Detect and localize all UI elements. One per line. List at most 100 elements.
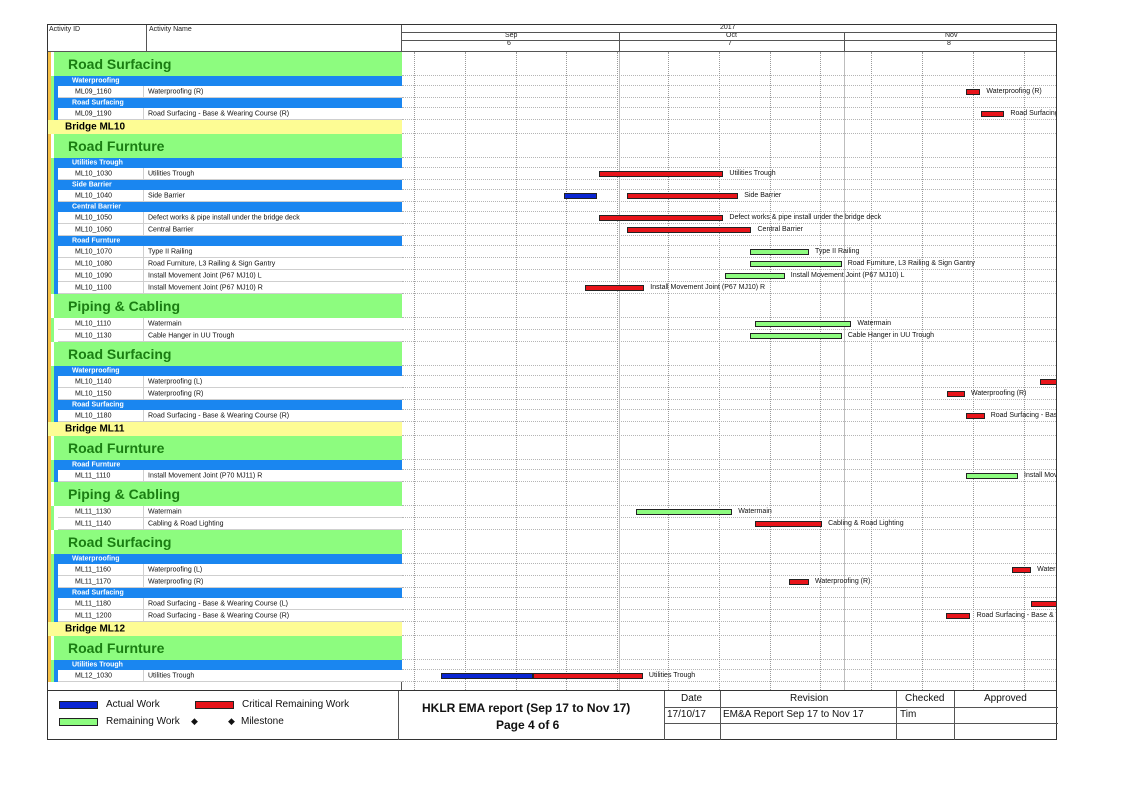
gantt-bar-red <box>627 193 739 199</box>
activity-name-header: Activity Name <box>149 26 192 33</box>
section-title: Piping & Cabling <box>68 486 180 502</box>
activity-id: ML11_1170 <box>75 578 111 585</box>
gantt-bar-red <box>584 285 645 291</box>
row-indicator <box>51 282 54 294</box>
row-indicator <box>51 506 54 518</box>
row-indicator <box>51 554 54 564</box>
cell-divider <box>143 108 144 119</box>
row-indicator <box>51 318 54 330</box>
subsection-title: Waterproofing <box>72 77 120 85</box>
row-indicator <box>48 202 51 212</box>
row-indicator <box>48 410 51 422</box>
activity-row: ML10_1130 Cable Hanger in UU Trough Cable … <box>48 330 1056 342</box>
row-indicator <box>48 98 51 108</box>
section-row: Road Furnture <box>48 134 1056 158</box>
row-indicator <box>48 108 51 120</box>
activity-id: ML09_1160 <box>75 88 112 95</box>
row-indicator <box>48 270 51 282</box>
checked-header: Checked <box>905 693 945 704</box>
row-indicator <box>51 576 54 588</box>
subsection-row: Road Furnture <box>48 460 1056 470</box>
row-indicator <box>51 366 54 376</box>
bar-label: Road Surfacing - Base & Wearing Course (… <box>976 611 1056 619</box>
row-indicator <box>48 366 51 376</box>
row-gridline <box>402 459 1056 460</box>
activity-cells: ML12_1030 Utilities Trough <box>58 670 402 682</box>
activity-row: ML12_1030 Utilities Trough Utilities Troug… <box>48 670 1056 682</box>
bridge-title: Bridge ML10 <box>65 121 126 133</box>
row-indicator <box>51 410 54 422</box>
section-band: Road Surfacing <box>54 342 402 366</box>
revision-value: EM&A Report Sep 17 to Nov 17 <box>723 709 864 720</box>
subsection-band: Road Furnture <box>58 460 402 470</box>
section-row: Road Surfacing <box>48 530 1056 554</box>
row-indicator <box>51 86 54 98</box>
approved-header: Approved <box>984 693 1027 704</box>
row-indicator <box>48 246 51 258</box>
week-gridline <box>566 52 568 690</box>
cell-divider <box>143 318 144 329</box>
row-indicator <box>54 258 58 270</box>
column-divider <box>146 25 147 51</box>
row-indicator <box>48 530 51 554</box>
activity-id: ML11_1110 <box>75 472 111 479</box>
gantt-chart: Activity ID Activity Name 2017 Sep Oct N… <box>47 24 1057 691</box>
row-indicator <box>54 212 58 224</box>
activity-row: ML09_1160 Waterproofing (R) Waterproofing … <box>48 86 1056 98</box>
gantt-bar-blue <box>441 673 533 679</box>
activity-id: ML11_1180 <box>75 600 111 607</box>
critical-work-swatch <box>195 701 234 709</box>
row-gridline <box>402 167 1056 168</box>
row-gridline <box>402 223 1056 224</box>
cell-divider <box>143 168 144 179</box>
activity-id: ML11_1140 <box>75 520 111 527</box>
activity-id: ML10_1090 <box>75 272 112 279</box>
row-indicator <box>54 270 58 282</box>
row-indicator <box>54 470 58 482</box>
cell-divider <box>143 670 144 681</box>
row-indicator <box>48 506 51 518</box>
row-indicator <box>54 158 58 168</box>
cell-divider <box>143 246 144 257</box>
row-indicator <box>48 224 51 236</box>
row-gridline <box>402 621 1056 622</box>
section-band: Piping & Cabling <box>54 482 402 506</box>
activity-id: ML10_1150 <box>75 390 112 397</box>
row-indicator <box>54 282 58 294</box>
row-gridline <box>402 317 1056 318</box>
cell-divider <box>143 470 144 481</box>
activity-cells: ML09_1190 Road Surfacing - Base & Wearing… <box>58 108 402 120</box>
row-indicator <box>48 610 51 622</box>
row-indicator <box>48 518 51 530</box>
activity-cells: ML10_1150 Waterproofing (R) <box>58 388 402 400</box>
row-indicator <box>51 212 54 224</box>
row-gridline <box>402 179 1056 180</box>
bar-label: Road Furniture, L3 Railing & Sign Gantry <box>847 259 975 267</box>
cell-divider <box>143 224 144 235</box>
bridge-row: Bridge ML12 <box>48 622 1056 636</box>
diamond-icon: ◆ <box>191 716 198 726</box>
row-gridline <box>402 517 1056 518</box>
row-indicator <box>54 108 58 120</box>
gantt-bar-red <box>755 521 823 527</box>
bar-label: Waterproofing (R) <box>815 577 871 585</box>
activity-cells: ML11_1130 Watermain <box>58 506 402 518</box>
row-indicator <box>54 410 58 422</box>
row-indicator <box>51 660 54 670</box>
bridge-row: Bridge ML11 <box>48 422 1056 436</box>
activity-id: ML10_1140 <box>75 378 112 385</box>
bar-label: Side Barrier <box>744 191 782 199</box>
subsection-band: Utilities Trough <box>58 660 402 670</box>
week-gridline <box>414 52 415 690</box>
row-indicator <box>48 660 51 670</box>
row-indicator <box>48 436 51 460</box>
row-indicator <box>51 108 54 120</box>
activity-id-header: Activity ID <box>49 26 81 33</box>
subsection-row: Waterproofing <box>48 554 1056 564</box>
section-band: Piping & Cabling <box>54 294 402 318</box>
activity-row: ML11_1140 Cabling & Road Lighting Cabling … <box>48 518 1056 530</box>
row-indicator <box>54 180 58 190</box>
row-indicator <box>48 212 51 224</box>
row-indicator <box>51 270 54 282</box>
bar-label: Install Movement Joint (P67 MJ10) R <box>650 283 766 291</box>
